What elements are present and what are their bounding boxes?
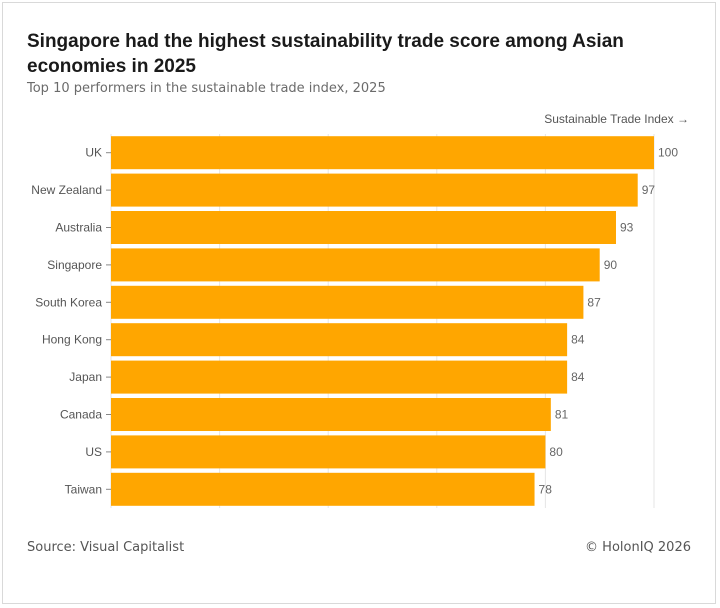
copyright-credit: © HolonIQ 2026 [585,540,691,555]
category-label: UK [85,146,102,160]
value-label: 81 [555,408,569,422]
value-label: 90 [604,258,618,272]
value-label: 97 [642,183,656,197]
category-label: Hong Kong [42,333,102,347]
bar-south-korea [111,285,584,319]
bars [111,136,654,506]
bar-hong-kong [111,323,568,357]
x-axis-label: Sustainable Trade Index → [544,112,689,126]
bar-canada [111,398,551,431]
value-label: 78 [539,482,553,496]
bar-us [111,435,546,469]
category-label: Canada [60,408,102,422]
labels: UK 100 New Zealand 97 Australia 93 Singapore 90… [31,146,678,497]
category-label: Taiwan [65,482,102,496]
value-label: 80 [549,445,563,459]
bar-singapore [111,248,600,282]
value-label: 84 [571,370,585,384]
category-label: US [85,445,102,459]
value-label: 100 [658,146,678,160]
chart-title: Singapore had the highest sustainability… [27,31,624,77]
value-label: 93 [620,221,634,235]
value-label: 84 [571,333,585,347]
category-label: Singapore [47,258,102,272]
chart-subtitle: Top 10 performers in the sustainable tra… [27,81,386,96]
category-label: New Zealand [31,183,102,197]
bar-taiwan [111,472,535,506]
bar-new-zealand [111,173,638,207]
value-label: 87 [587,295,601,309]
category-label: Australia [55,221,102,235]
category-label: South Korea [35,295,102,309]
category-label: Japan [69,370,102,384]
source-note: Source: Visual Capitalist [27,540,185,555]
bar-japan [111,360,568,394]
bar-australia [111,211,616,244]
bar-uk [111,136,654,170]
